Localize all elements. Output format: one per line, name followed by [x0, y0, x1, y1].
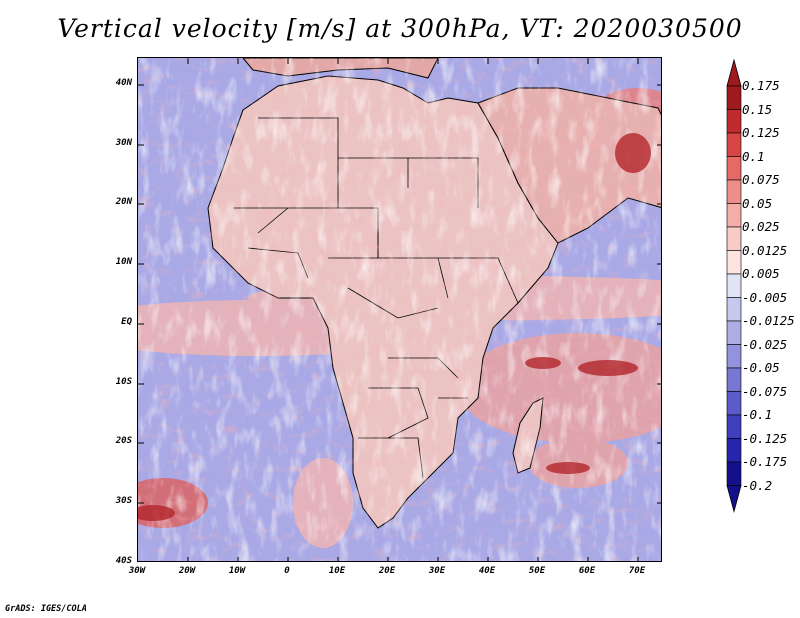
lat-label: 20N — [115, 197, 132, 208]
lon-label: 70E — [628, 566, 646, 576]
colorbar-swatch — [726, 344, 742, 369]
colorbar-swatch — [726, 367, 742, 392]
colorbar-label: 0.15 — [742, 101, 773, 117]
colorbar-label: 0.05 — [742, 195, 773, 211]
colorbar-label: -0.1 — [742, 407, 773, 422]
colorbar-swatch — [726, 297, 742, 322]
colorbar-label: -0.0125 — [742, 313, 795, 328]
colorbar-label: -0.075 — [742, 383, 788, 399]
strong-ascent-cells — [138, 133, 651, 521]
colorbar-label: -0.005 — [742, 289, 788, 305]
map-panel — [137, 57, 662, 562]
lon-label: 50E — [528, 566, 546, 576]
lon-label: 40E — [478, 566, 496, 576]
lon-label: 0 — [284, 566, 290, 576]
lon-label: 30E — [428, 566, 446, 576]
colorbar-swatch — [726, 132, 742, 157]
colorbar-swatch — [726, 156, 742, 181]
colorbar-label: 0.025 — [742, 219, 780, 234]
colorbar-swatch — [726, 391, 742, 416]
lat-label: 40N — [115, 78, 132, 88]
colorbar-label: -0.025 — [742, 336, 788, 352]
colorbar-swatch — [726, 179, 742, 204]
colorbar-label: -0.05 — [742, 360, 780, 375]
colorbar-swatch — [726, 438, 742, 463]
lon-label: 30W — [128, 566, 146, 576]
lat-label: EQ — [121, 316, 132, 327]
lat-label: 10N — [115, 257, 132, 268]
lon-label: 10E — [328, 566, 346, 576]
lat-label: 20S — [115, 436, 132, 447]
colorbar-label: -0.175 — [742, 454, 788, 469]
colorbar-label: 0.175 — [742, 78, 780, 93]
grid-ticks — [138, 58, 661, 561]
credit-text: GrADS: IGES/COLA — [5, 604, 87, 614]
colorbar-label: 0.1 — [742, 148, 765, 164]
lat-label: 30S — [115, 495, 132, 506]
lat-label: 10S — [115, 376, 132, 387]
colorbar-swatch — [726, 250, 742, 275]
lat-label: 30N — [115, 137, 132, 148]
colorbar-label: -0.2 — [742, 477, 773, 493]
lat-label: 40S — [115, 555, 132, 566]
colorbar-label: 0.0125 — [742, 242, 788, 258]
colorbar-swatch — [726, 203, 742, 228]
colorbar-label: 0.075 — [742, 172, 780, 187]
colorbar — [726, 58, 742, 514]
colorbar-label: 0.005 — [742, 266, 780, 281]
lon-label: 20W — [178, 566, 196, 576]
colorbar-swatch — [726, 109, 742, 134]
lon-label: 60E — [578, 566, 596, 576]
colorbar-min-arrow — [726, 485, 742, 514]
colorbar-swatch — [726, 85, 742, 110]
map-title: Vertical velocity [m/s] at 300hPa, VT: 2… — [57, 14, 743, 43]
white-streaks — [138, 58, 661, 561]
colorbar-label: 0.125 — [742, 125, 780, 140]
lon-label: 10W — [228, 566, 246, 576]
colorbar-swatch — [726, 320, 742, 345]
velocity-field-map — [138, 58, 661, 561]
lon-label: 20E — [378, 566, 396, 576]
colorbar-swatch — [726, 414, 742, 439]
colorbar-max-arrow — [726, 58, 742, 87]
colorbar-label: -0.125 — [742, 430, 788, 446]
colorbar-swatch — [726, 226, 742, 251]
colorbar-swatch — [726, 273, 742, 298]
colorbar-swatch — [726, 461, 742, 486]
